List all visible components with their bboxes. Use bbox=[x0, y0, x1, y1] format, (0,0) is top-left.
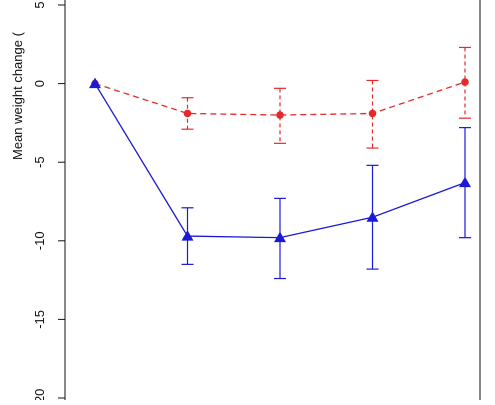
series-line bbox=[94, 81, 466, 116]
data-point bbox=[366, 211, 379, 222]
data-point bbox=[181, 230, 194, 241]
data-point bbox=[459, 176, 471, 188]
data-point bbox=[368, 109, 377, 118]
error-bar bbox=[366, 79, 379, 149]
data-point bbox=[461, 78, 469, 86]
axes: 5 0 -5 -10 -15 -20 bbox=[32, 0, 481, 405]
data-point bbox=[183, 109, 192, 118]
y-tick-label: -5 bbox=[32, 156, 47, 168]
data-point bbox=[274, 231, 286, 243]
y-tick-label: -15 bbox=[32, 310, 47, 329]
series-layer bbox=[89, 46, 471, 280]
y-tick-label: 5 bbox=[32, 1, 47, 8]
series bbox=[89, 77, 471, 280]
data-point bbox=[89, 77, 101, 89]
series bbox=[91, 46, 471, 149]
y-axis-label: Mean weight change ( bbox=[10, 31, 25, 160]
y-tick-label: -20 bbox=[32, 389, 47, 400]
data-point bbox=[276, 111, 284, 119]
error-bar bbox=[274, 87, 286, 144]
y-tick-label: -10 bbox=[32, 231, 47, 250]
y-tick-label: 0 bbox=[32, 80, 47, 87]
